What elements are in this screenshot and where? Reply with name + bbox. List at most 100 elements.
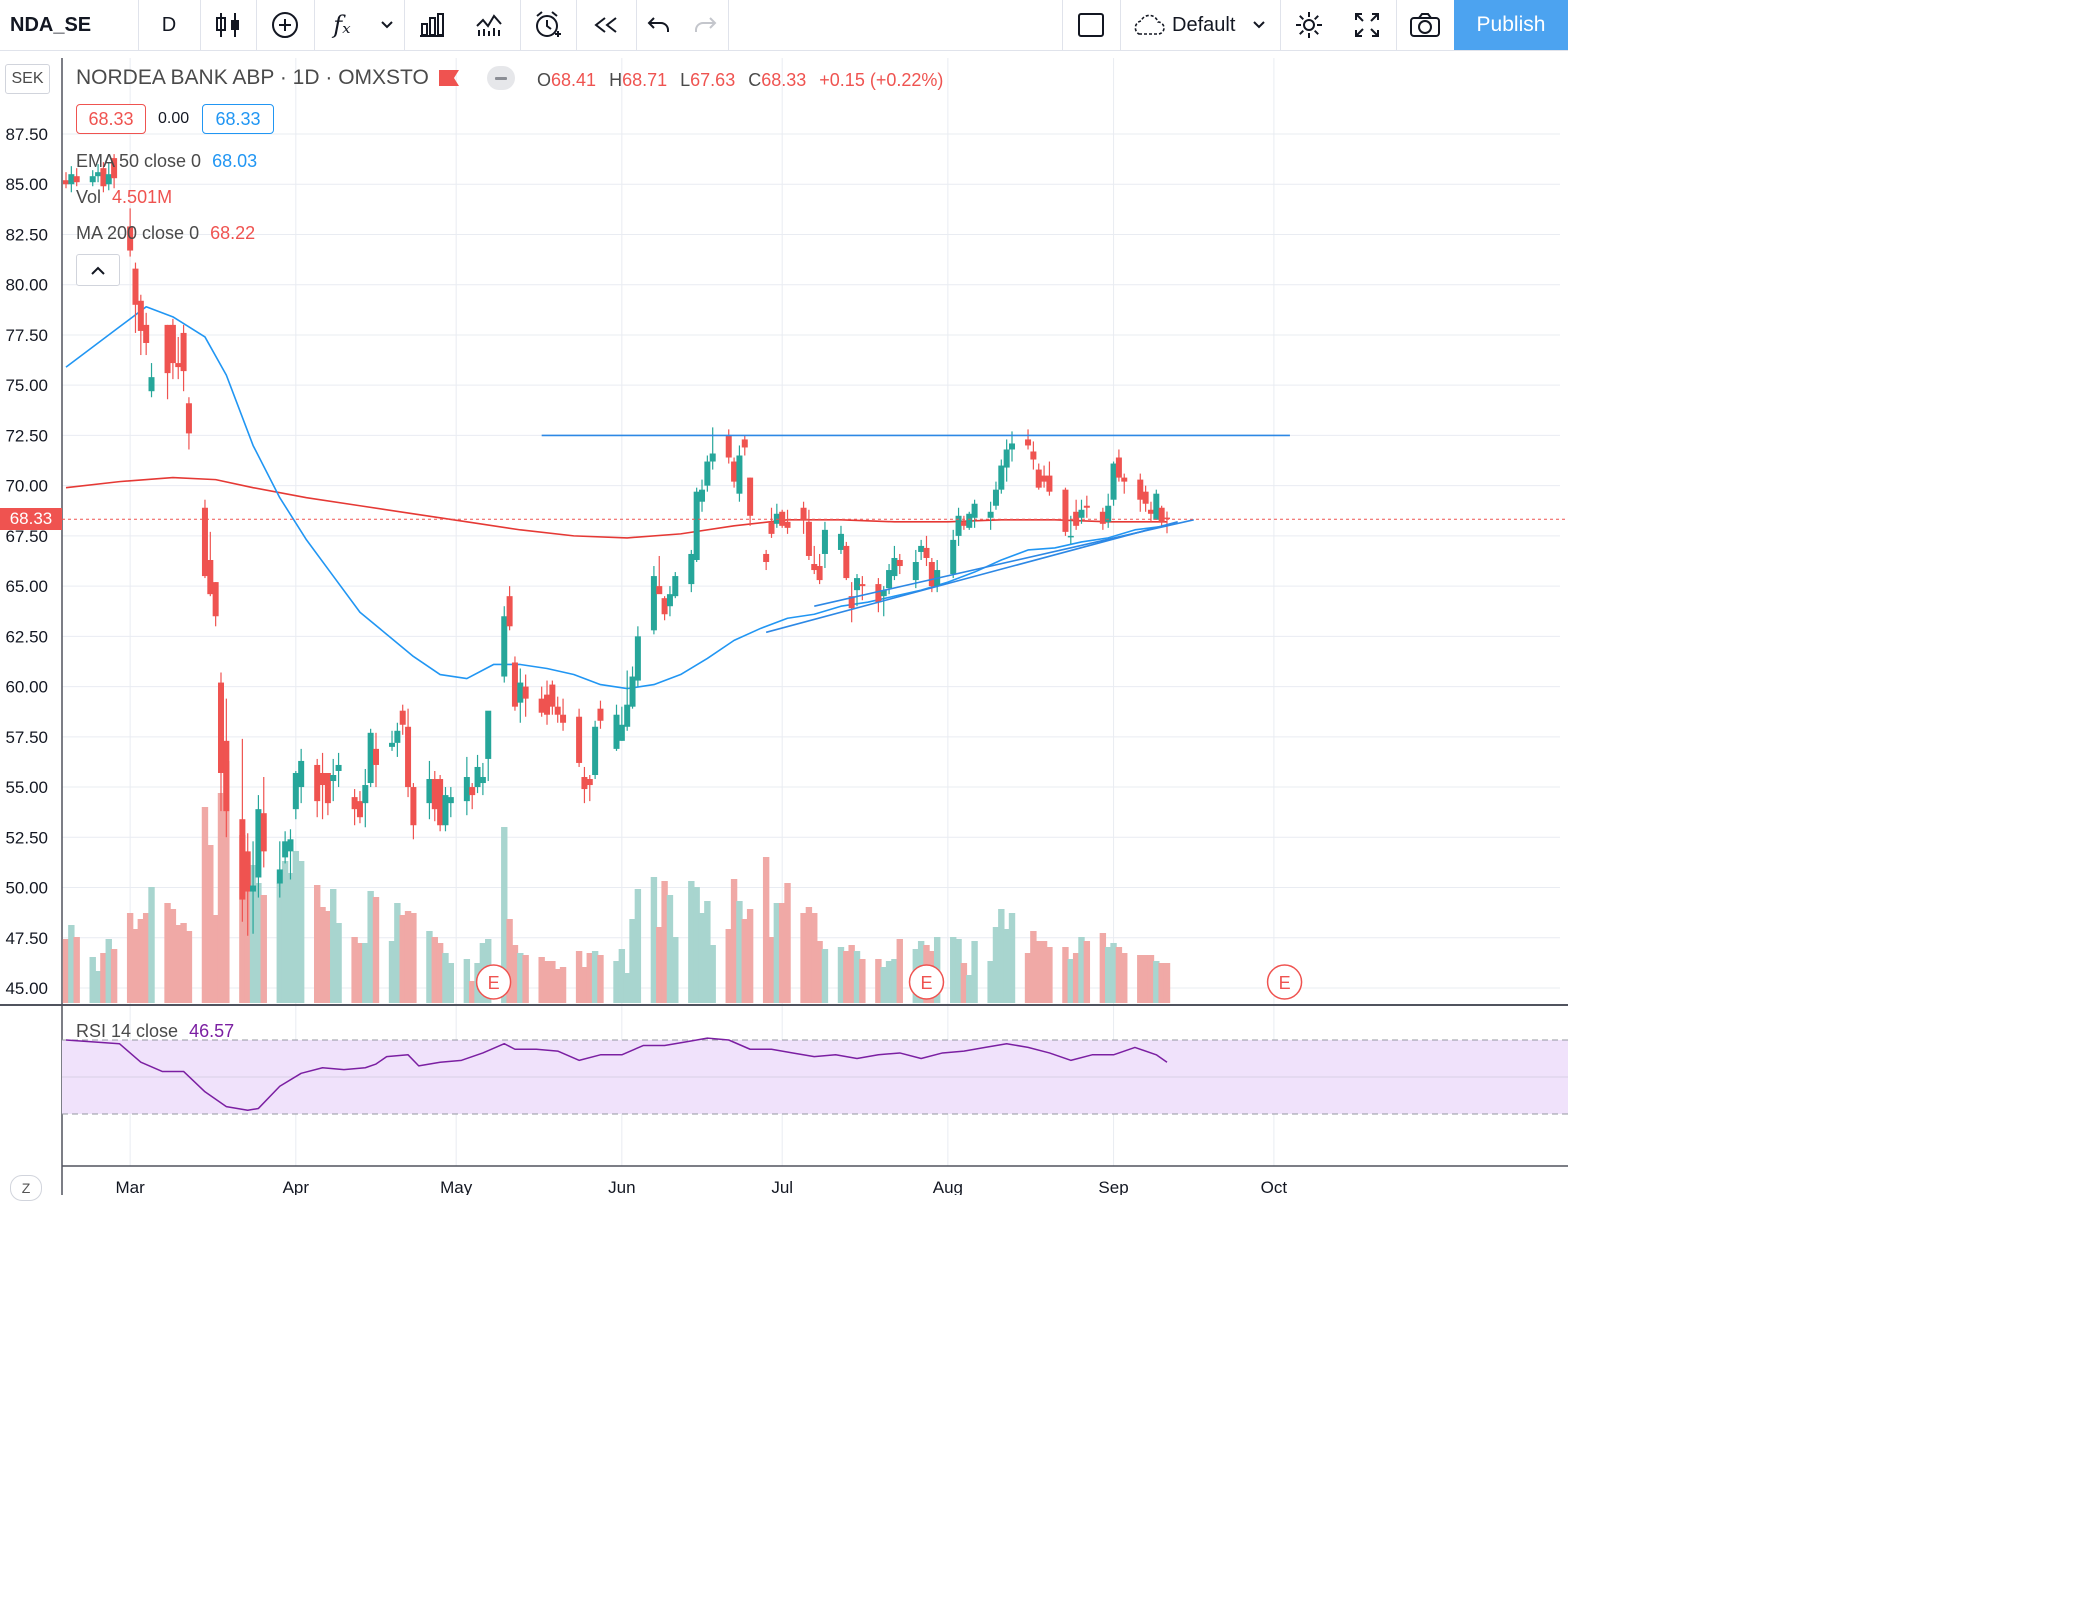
volume-bar [372,897,380,1003]
fullscreen-button[interactable] [1338,0,1396,50]
redo-icon [695,17,717,32]
alert-button[interactable] [520,0,576,50]
currency-label[interactable]: SEK [5,64,50,94]
volume-bar [1158,963,1165,1003]
chart-style-button[interactable] [200,0,256,50]
collapse-legend-button[interactable] [76,254,120,286]
chevron-down-icon [1253,21,1266,29]
rsi-legend[interactable]: RSI 14 close 46.57 [76,1021,235,1041]
volume-bar [297,861,305,1003]
minus-icon[interactable] [487,66,515,90]
volume-bar [1083,941,1091,1003]
volume-bar [725,929,732,1003]
indicators-button[interactable]: 𝑓ₓ [314,0,370,50]
candle-body [896,559,903,567]
buy-price[interactable]: 68.33 [202,104,274,134]
volume-bar [313,885,321,1003]
volume-bar [68,925,75,1003]
candle-body [111,158,118,179]
volume-bar [666,895,674,1003]
candle-body [132,268,139,305]
candle-body [239,819,246,900]
save-layout-button[interactable]: Default [1120,0,1280,50]
volume-bar [538,957,545,1003]
candle-body [372,748,379,765]
volume-bar [955,939,962,1003]
volume-bar [1115,947,1123,1003]
trendline [814,519,1194,607]
price-tick-label: 70.00 [5,477,48,496]
candle-body [1147,509,1154,514]
volume-bar [110,949,118,1003]
volume-legend[interactable]: Vol 4.501M [76,187,173,207]
candle-body [405,726,412,788]
candle-body [1025,439,1032,446]
indicators-icon: 𝑓ₓ [333,11,351,39]
candle-body [859,584,866,587]
candle-body [1099,511,1106,524]
volume-bar [784,883,791,1003]
candle-body [597,708,604,721]
flag-icon[interactable] [439,70,459,86]
candle-body [244,851,251,892]
price-tick-label: 80.00 [5,276,48,295]
layout-button[interactable] [1062,0,1120,50]
undo-button[interactable] [636,0,682,50]
candle-body [1137,479,1144,500]
settings-button[interactable] [1280,0,1338,50]
redo-button[interactable] [682,0,728,50]
ma-legend[interactable]: MA 200 close 0 68.22 [76,223,256,243]
sell-price[interactable]: 68.33 [76,104,146,134]
candle-body [351,797,358,810]
volume-bar [891,959,898,1003]
financials-button[interactable] [404,0,460,50]
publish-button[interactable]: Publish [1454,0,1568,50]
volume-bar [880,967,887,1003]
templates-button[interactable] [460,0,520,50]
symbol-search-button[interactable]: NDA_SE [10,13,92,36]
candle-body [586,779,593,786]
volume-bar [255,883,262,1003]
volume-bars [62,761,1171,1003]
candle-body [923,547,930,558]
time-tick-label: Oct [1261,1178,1288,1195]
camera-icon [1410,13,1440,37]
volume-bar [741,919,748,1003]
candle-body [656,586,663,595]
candle-body [212,582,219,617]
candle-body [693,491,700,560]
time-tick-label: Mar [115,1178,145,1195]
candle-body [971,503,978,518]
price-chart[interactable]: E E E 87.50 85.00 82.50 80.00 77.50 75.00 72.50 7… [0,50,1568,1195]
volume-bar [1147,955,1155,1003]
volume-bar [207,845,214,1003]
volume-bar [998,909,1005,1003]
volume-bar [960,963,968,1003]
volume-bar [543,961,551,1003]
volume-bar [126,913,134,1003]
time-tick-label: Sep [1098,1178,1128,1195]
indicators-dropdown[interactable] [370,0,404,50]
snapshot-button[interactable] [1396,0,1454,50]
volume-bar [148,887,155,1003]
candle-body [207,559,214,595]
zoom-reset-button[interactable]: Z [10,1175,42,1201]
candle-body [1030,451,1037,460]
volume-bar [992,927,1000,1003]
price-tick-label: 60.00 [5,678,48,697]
volume-bar [399,915,406,1003]
candle-body [143,324,150,343]
volume-bar [762,857,770,1003]
interval-button[interactable]: D [161,13,177,36]
candle-body [998,465,1005,490]
ema-legend[interactable]: EMA 50 close 0 68.03 [76,151,258,171]
earnings-label: E [488,973,500,993]
candle-body [474,766,481,788]
price-tick-label: 72.50 [5,426,48,445]
volume-bar [768,937,775,1003]
volume-bar [175,925,182,1003]
ema50-line [65,306,1168,690]
replay-button[interactable] [576,0,636,50]
compare-button[interactable] [256,0,314,50]
volume-bar [859,959,866,1003]
